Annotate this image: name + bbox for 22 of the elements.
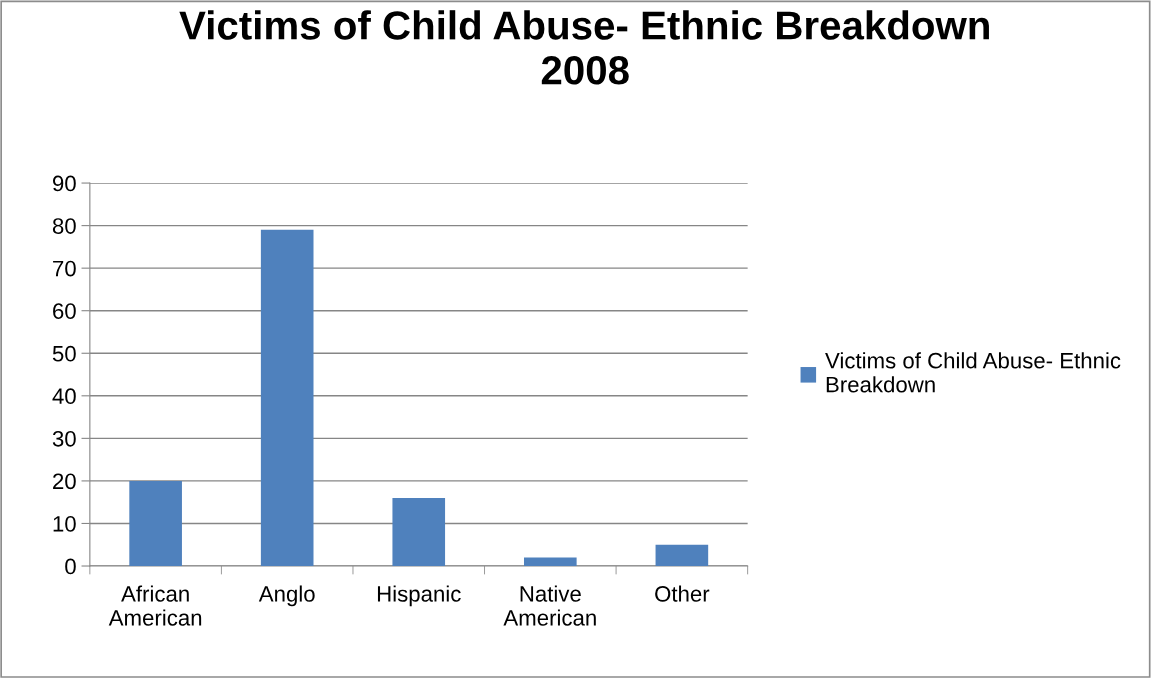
bar xyxy=(260,229,314,567)
y-tick-label: 0 xyxy=(65,558,76,575)
y-tick-label: 40 xyxy=(52,388,76,405)
y-tick-label: 60 xyxy=(53,303,76,319)
x-tick-label: Native American xyxy=(503,585,596,626)
y-tick-label: 50 xyxy=(52,345,76,362)
x-tick-label: Hispanic xyxy=(377,585,461,607)
y-tick-label: 30 xyxy=(52,430,76,447)
bar xyxy=(129,480,182,567)
x-tick-label: African American xyxy=(108,585,202,626)
y-tick-label: 10 xyxy=(53,516,76,532)
chart-title: Victims of Child Abuse- Ethnic Breakdown 2008 xyxy=(179,10,989,85)
x-tick-label: Anglo xyxy=(258,585,315,607)
y-tick-label: 80 xyxy=(52,218,76,234)
bar xyxy=(655,544,709,567)
bar xyxy=(524,557,577,567)
x-tick-label: Other xyxy=(655,585,710,602)
y-tick-label: 20 xyxy=(53,473,76,490)
legend-label: Victims of Child Abuse- Ethnic Breakdown xyxy=(825,352,1121,393)
y-tick-label: 70 xyxy=(53,260,76,277)
bar xyxy=(392,497,446,567)
y-tick-label: 90 xyxy=(52,175,76,192)
